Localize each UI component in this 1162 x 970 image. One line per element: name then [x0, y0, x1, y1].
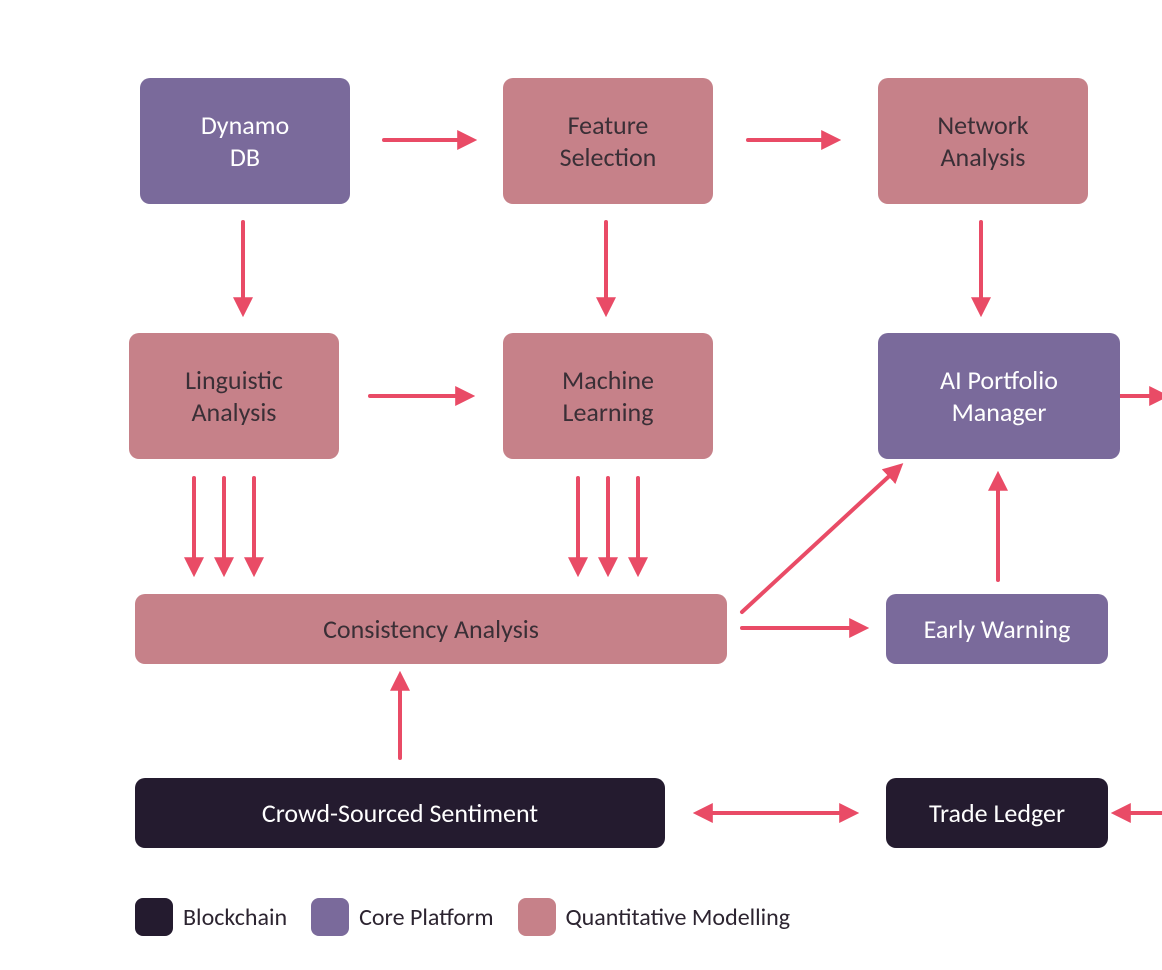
legend-item: Core Platform [311, 898, 493, 936]
legend-swatch [135, 898, 173, 936]
diagram-canvas: Dynamo DB Feature Selection Network Analys… [0, 0, 1162, 970]
node-label: Trade Ledger [929, 797, 1065, 830]
legend-item: Blockchain [135, 898, 287, 936]
edge-arrow [742, 468, 898, 612]
legend: Blockchain Core Platform Quantitative Mode… [135, 898, 790, 936]
node-ledger: Trade Ledger [886, 778, 1108, 848]
node-label: Dynamo DB [201, 109, 289, 174]
node-feature: Feature Selection [503, 78, 713, 204]
node-crowd: Crowd-Sourced Sentiment [135, 778, 665, 848]
node-portfolio: AI Portfolio Manager [878, 333, 1120, 459]
node-ml: Machine Learning [503, 333, 713, 459]
node-label: Machine Learning [562, 364, 654, 429]
node-consistency: Consistency Analysis [135, 594, 727, 664]
legend-swatch [311, 898, 349, 936]
node-label: Linguistic Analysis [185, 364, 283, 429]
node-dynamo: Dynamo DB [140, 78, 350, 204]
legend-swatch [518, 898, 556, 936]
legend-label: Blockchain [183, 903, 287, 932]
node-network: Network Analysis [878, 78, 1088, 204]
node-label: Early Warning [924, 613, 1071, 646]
node-label: Crowd-Sourced Sentiment [262, 797, 538, 830]
node-label: Network Analysis [937, 109, 1028, 174]
node-label: Feature Selection [560, 109, 657, 174]
legend-item: Quantitative Modelling [518, 898, 791, 936]
legend-label: Quantitative Modelling [566, 903, 791, 932]
legend-label: Core Platform [359, 903, 493, 932]
node-label: Consistency Analysis [323, 613, 539, 646]
node-warning: Early Warning [886, 594, 1108, 664]
node-linguistic: Linguistic Analysis [129, 333, 339, 459]
node-label: AI Portfolio Manager [940, 364, 1058, 429]
